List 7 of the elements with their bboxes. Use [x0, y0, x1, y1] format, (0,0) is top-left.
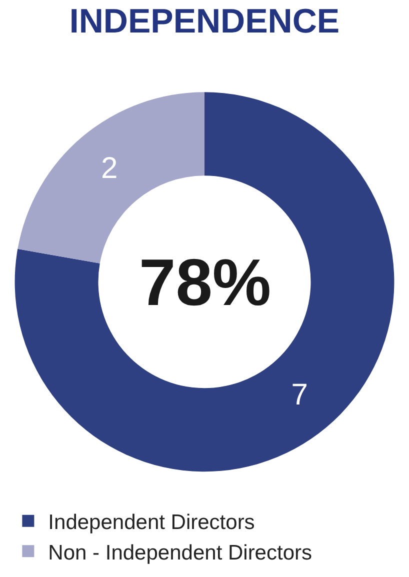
donut-slice	[14, 92, 394, 472]
data-label: 7	[291, 378, 308, 412]
legend-label: Non - Independent Directors	[48, 541, 312, 564]
text: 78%	[139, 245, 272, 319]
legend-label: Independent Directors	[48, 511, 255, 534]
chart-title: INDEPENDENCE	[69, 2, 340, 40]
data-label: 2	[101, 152, 118, 186]
